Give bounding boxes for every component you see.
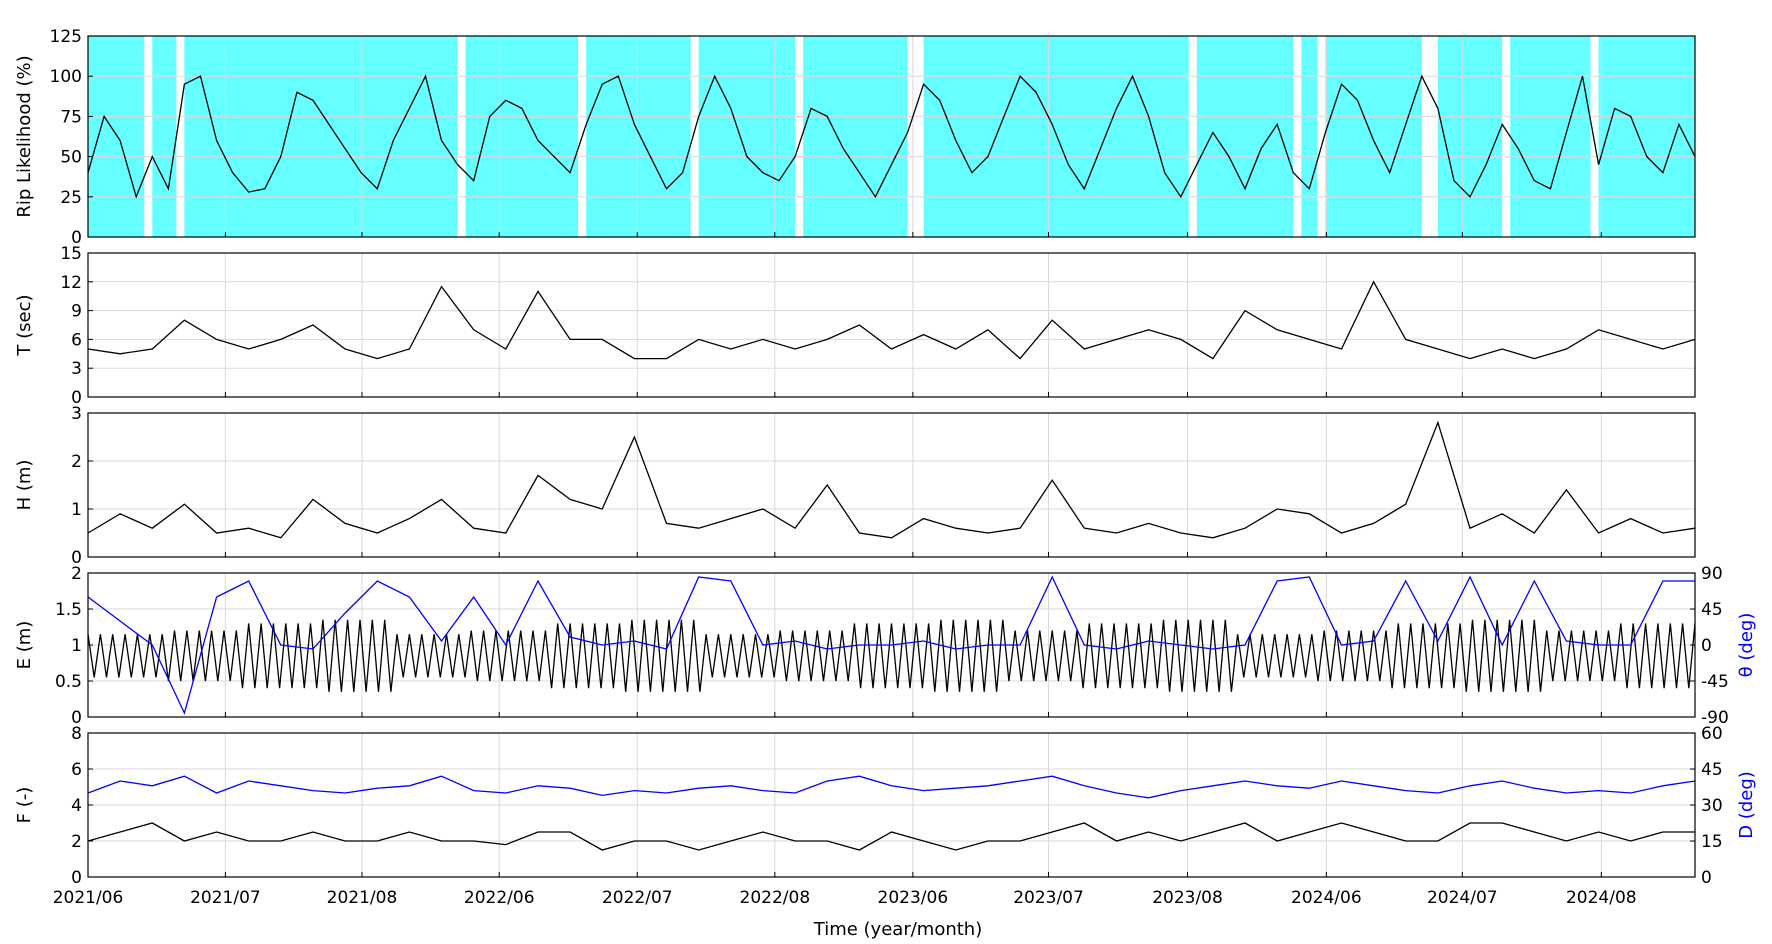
panel-rip: 0 25 50 75 100 125 Rip Likelihood (%) [14,27,1696,248]
y-axis-label-height: H (m) [14,460,35,511]
shaded-interval-7 [923,36,1189,237]
y-tick-label-rip-3: 75 [60,107,82,127]
y-tick-label-rip-0: 0 [71,228,82,248]
y-right-tick-label-elevation-1: -45 [1701,672,1729,692]
shaded-interval-8 [1196,36,1294,237]
x-tick-label-4: 2022/07 [602,888,673,908]
x-tick-label-6: 2023/06 [878,888,949,908]
shaded-interval-6 [803,36,908,237]
panel-period: 0 3 6 9 12 15 T (sec) [14,244,1696,408]
shaded-interval-1 [152,36,177,237]
x-axis-label: Time (year/month) [813,919,982,940]
y-tick-label-elevation-4: 2 [71,564,82,584]
y-tick-label-height-1: 1 [71,500,82,520]
y-right-tick-label-elevation-2: 0 [1701,636,1712,656]
shaded-interval-0 [88,36,145,237]
y-right-tick-label-elevation-3: 45 [1701,600,1723,620]
y-tick-label-period-3: 9 [71,302,82,322]
y-axis-label-forcing: F (-) [14,787,35,824]
y-tick-label-period-1: 3 [71,359,82,379]
y-tick-label-height-2: 2 [71,452,82,472]
x-tick-label-9: 2024/06 [1291,888,1362,908]
y-axis-label-elevation: E (m) [14,621,35,670]
series-line-elevation-1 [87,575,1695,715]
y-tick-label-rip-1: 25 [60,188,82,208]
plot-frame-rip [87,35,1696,238]
series-line-height-0 [87,420,1696,539]
y-tick-label-period-4: 12 [60,273,82,293]
y-tick-label-rip-2: 50 [60,148,82,168]
y-right-tick-label-forcing-2: 30 [1701,796,1723,816]
y-tick-label-forcing-4: 8 [71,724,82,744]
y-tick-label-forcing-0: 0 [71,868,82,888]
y-axis-label-period: T (sec) [14,294,35,356]
y-tick-label-forcing-1: 2 [71,832,82,852]
series-line-elevation-0 [87,619,1696,692]
x-tick-label-5: 2022/08 [740,888,811,908]
y-right-tick-label-elevation-4: 90 [1701,564,1723,584]
shaded-interval-2 [184,36,458,237]
y-tick-label-period-0: 0 [71,388,82,408]
y-tick-label-elevation-2: 1 [71,636,82,656]
y-axis-label-rip: Rip Likelihood (%) [14,55,35,217]
y-tick-label-elevation-1: 0.5 [55,672,82,692]
y-tick-label-height-3: 3 [71,404,82,424]
x-tick-label-1: 2021/07 [190,888,261,908]
y-right-tick-label-forcing-1: 15 [1701,832,1723,852]
y-right-tick-label-forcing-4: 60 [1701,724,1723,744]
x-tick-label-8: 2023/08 [1152,888,1223,908]
shaded-interval-4 [586,36,691,237]
x-tick-label-3: 2022/06 [464,888,535,908]
x-tick-label-0: 2021/06 [53,888,124,908]
y-tick-label-forcing-2: 4 [71,796,82,816]
shaded-interval-13 [1598,36,1695,237]
y-tick-label-rip-5: 125 [50,27,82,47]
shaded-interval-3 [465,36,579,237]
y-tick-label-forcing-3: 6 [71,760,82,780]
shaded-interval-10 [1325,36,1422,237]
y-tick-label-elevation-3: 1.5 [55,600,82,620]
shaded-interval-9 [1301,36,1318,237]
plot-frame-period [87,252,1696,398]
shaded-interval-5 [698,36,796,237]
x-tick-label-10: 2024/07 [1427,888,1498,908]
y-right-tick-label-forcing-3: 45 [1701,760,1723,780]
y-tick-label-period-2: 6 [71,330,82,350]
series-line-forcing-0 [87,822,1695,851]
panel-elevation: 0 0.5 1 1.5 2 E (m) -90 -45 0 45 90 θ (deg) [14,564,1757,728]
shaded-interval-11 [1437,36,1503,237]
panel-height: 0 1 2 3 H (m) [14,404,1696,568]
x-tick-label-2: 2021/08 [327,888,398,908]
plot-frame-height [87,412,1696,558]
y-tick-label-elevation-0: 0 [71,708,82,728]
shaded-interval-12 [1510,36,1591,237]
x-tick-label-7: 2023/07 [1013,888,1084,908]
y-right-axis-label-elevation: θ (deg) [1736,613,1757,678]
y-right-tick-label-elevation-0: -90 [1701,708,1729,728]
y-tick-label-height-0: 0 [71,548,82,568]
series-line-rip-0 [87,74,1696,199]
y-tick-label-period-5: 15 [60,244,82,264]
panel-forcing: 0 2 4 6 8 F (-) 0 15 30 45 60 D (deg) [14,724,1757,888]
y-right-tick-label-forcing-0: 0 [1701,868,1712,888]
y-right-axis-label-forcing: D (deg) [1736,771,1757,839]
series-line-forcing-1 [87,775,1696,799]
series-line-period-0 [87,280,1696,360]
x-tick-label-11: 2024/08 [1566,888,1637,908]
y-tick-label-rip-4: 100 [50,67,82,87]
